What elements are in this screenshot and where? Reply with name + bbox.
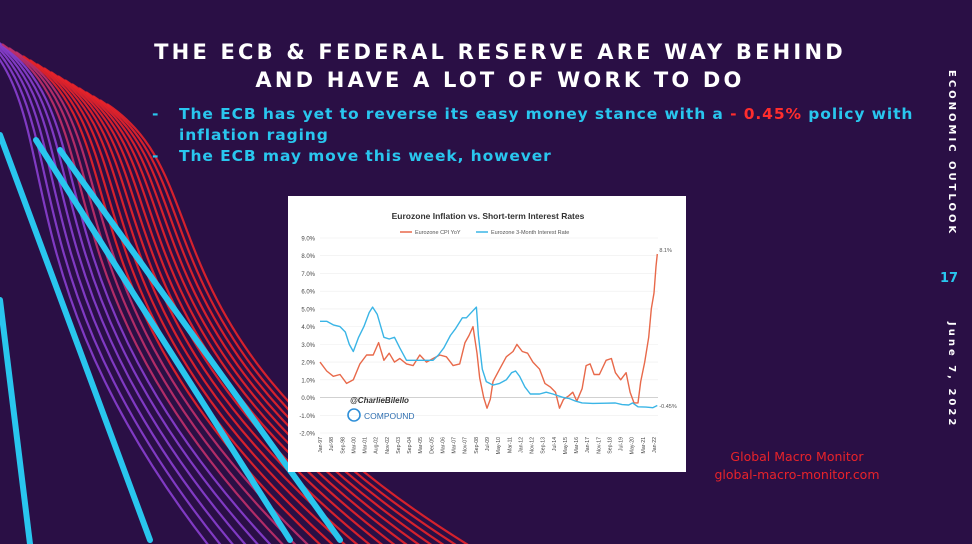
x-tick-label: Sep-18 <box>607 437 613 454</box>
decorative-stripe-blue <box>57 147 343 543</box>
series-line <box>319 253 658 409</box>
credit-name: Global Macro Monitor <box>730 449 864 464</box>
x-tick-label: May-20 <box>630 437 636 454</box>
chart-title: Eurozone Inflation vs. Short-term Intere… <box>392 211 585 221</box>
x-tick-label: Jan-97 <box>318 437 324 453</box>
y-tick-label: 3.0% <box>301 343 315 349</box>
watermark: @CharlieBilello COMPOUND <box>347 396 415 422</box>
compound-logo-icon <box>347 408 361 422</box>
x-tick-label: Jul-98 <box>329 437 335 451</box>
decorative-stripe-blue <box>0 132 153 543</box>
decorative-stripe <box>50 71 371 544</box>
chart-series <box>319 253 658 409</box>
side-date: June 7, 2022 <box>946 322 957 429</box>
decorative-stripe <box>57 75 384 544</box>
source-credit: Global Macro Monitor global-macro-monito… <box>712 448 882 484</box>
y-tick-label: 0.0% <box>301 396 315 402</box>
y-tick-label: -1.0% <box>299 414 315 420</box>
bullet-dash: - <box>152 105 160 123</box>
decorative-stripe-blue <box>0 297 33 544</box>
decorative-stripe <box>43 67 359 544</box>
x-tick-label: Dec-05 <box>429 437 435 454</box>
bullet-item: - The ECB has yet to reverse its easy mo… <box>152 104 932 146</box>
x-tick-label: Jul-19 <box>619 437 625 451</box>
y-tick-label: 1.0% <box>301 378 315 384</box>
bullet-highlight: - 0.45% <box>730 105 802 123</box>
decorative-stripe <box>8 47 297 544</box>
chart-container: Eurozone Inflation vs. Short-term Intere… <box>288 196 686 472</box>
y-axis: -2.0% -1.0% 0.0% 1.0% 2.0% 3.0% 4.0% 5.0% 6.0% 7.… <box>299 237 315 438</box>
decorative-stripe <box>15 51 309 544</box>
title-line-1: THE ECB & FEDERAL RESERVE ARE WAY BEHIND <box>154 40 846 64</box>
x-tick-label: Nov-07 <box>463 437 469 454</box>
x-tick-label: May-10 <box>496 437 502 454</box>
x-tick-label: May-15 <box>563 437 569 454</box>
page-number: 17 <box>940 271 959 286</box>
y-tick-label: 4.0% <box>301 325 315 331</box>
y-tick-label: 7.0% <box>301 272 315 278</box>
y-tick-label: -2.0% <box>299 432 315 438</box>
y-tick-label: 2.0% <box>301 361 315 367</box>
x-tick-label: Mar-16 <box>574 437 580 454</box>
legend-label: Eurozone 3-Month Interest Rate <box>491 230 569 236</box>
bullet-text: The ECB has yet to reverse its easy mone… <box>179 105 731 123</box>
x-tick-label: Sep-98 <box>340 437 346 454</box>
x-tick-label: Sep-08 <box>474 437 480 454</box>
x-tick-label: Mar-21 <box>641 437 647 454</box>
bullet-item: - The ECB may move this week, however <box>152 146 932 167</box>
decorative-stripe <box>0 43 260 544</box>
x-tick-label: Sep-03 <box>396 437 402 454</box>
bullet-list: - The ECB has yet to reverse its easy mo… <box>152 104 932 167</box>
x-tick-label: Jan-17 <box>585 437 591 453</box>
chart-gridlines <box>320 237 658 434</box>
decorative-stripe <box>0 52 222 544</box>
y-tick-label: 9.0% <box>301 237 315 243</box>
x-axis: Jan-97 Jul-98 Sep-98 Mar-00 Mar-01 Aug-02 Nov-… <box>318 437 658 454</box>
x-tick-label: Jan-12 <box>518 437 524 453</box>
y-tick-label: 5.0% <box>301 307 315 313</box>
series-line <box>320 306 658 409</box>
chart-legend: Eurozone CPI YoY Eurozone 3-Month Interes… <box>400 230 569 236</box>
bullet-dash: - <box>152 147 160 165</box>
x-tick-label: Jan-22 <box>652 437 658 453</box>
line-chart: Eurozone Inflation vs. Short-term Intere… <box>299 211 677 454</box>
decorative-stripe <box>0 58 210 544</box>
x-tick-label: Nov-02 <box>385 437 391 454</box>
decorative-stripe <box>29 59 334 544</box>
watermark-brand: COMPOUND <box>364 411 415 421</box>
x-tick-label: Nov-12 <box>530 437 536 454</box>
x-tick-label: Mar-05 <box>418 437 424 454</box>
legend-label: Eurozone CPI YoY <box>415 230 461 236</box>
x-tick-label: Mar-07 <box>452 437 458 454</box>
x-tick-label: Mar-06 <box>440 437 446 454</box>
decorative-stripe <box>0 45 247 544</box>
data-label: -0.45% <box>659 404 677 410</box>
bullet-text-end: policy with inflation raging <box>179 105 914 144</box>
chart-annotations: 8.1% -0.45% <box>659 248 677 410</box>
x-tick-label: Mar-11 <box>507 437 513 453</box>
data-label: 8.1% <box>659 248 672 254</box>
x-tick-label: Mar-00 <box>351 437 357 454</box>
watermark-handle: @CharlieBilello <box>350 396 409 405</box>
x-tick-label: Sep-13 <box>541 437 547 454</box>
x-tick-label: Sep-04 <box>407 437 413 454</box>
x-tick-label: Mar-01 <box>363 437 369 454</box>
y-tick-label: 6.0% <box>301 290 315 296</box>
x-tick-label: Jul-09 <box>485 437 491 451</box>
side-title: ECONOMIC OUTLOOK <box>946 70 957 237</box>
slide-title: THE ECB & FEDERAL RESERVE ARE WAY BEHIND… <box>120 38 880 94</box>
decorative-stripe <box>0 48 235 544</box>
title-line-2: AND HAVE A LOT OF WORK TO DO <box>255 68 745 92</box>
x-tick-label: Jul-14 <box>552 437 558 451</box>
decorative-stripe <box>0 42 272 544</box>
y-tick-label: 8.0% <box>301 254 315 260</box>
decorative-stripe-blue <box>33 137 293 543</box>
credit-url: global-macro-monitor.com <box>714 467 880 482</box>
bullet-text: The ECB may move this week, however <box>179 147 552 165</box>
x-tick-label: Aug-02 <box>374 437 380 454</box>
x-tick-label: Nov-17 <box>596 437 602 454</box>
